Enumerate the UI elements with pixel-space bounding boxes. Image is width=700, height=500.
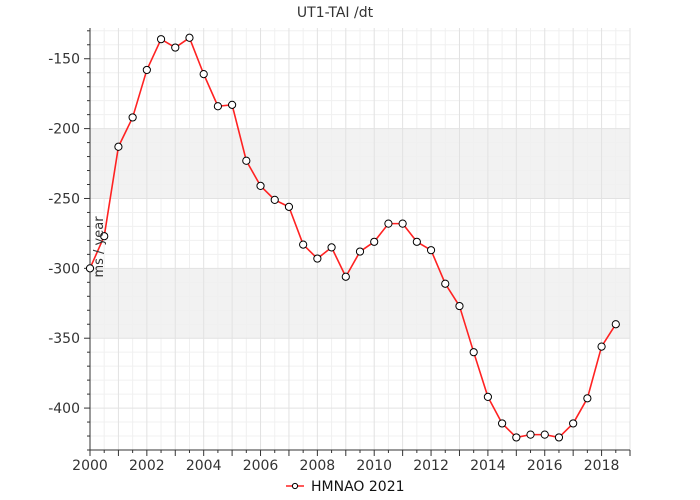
data-point [554,433,564,442]
data-point [583,394,592,403]
chart-series [85,33,620,442]
data-point [426,246,436,255]
y-tick-label: -400 [48,401,80,417]
chart-grid [89,28,631,451]
data-point [569,419,578,428]
data-point [398,219,407,228]
y-tick-label: -350 [48,331,80,347]
y-tick-label: -150 [48,52,80,68]
data-point [142,65,151,75]
data-point [284,202,294,211]
legend-entry-hmnao-2021: HMNAO 2021 [311,479,405,495]
data-point [242,156,251,165]
data-point [213,102,222,111]
legend-marker-swatch [291,482,299,490]
data-point [370,237,379,246]
data-point [128,113,137,122]
data-point [100,232,109,241]
data-point [228,100,237,109]
data-point [171,43,180,52]
data-point [270,195,279,204]
data-point [441,279,450,288]
data-point [384,219,393,228]
x-tick-label: 2010 [356,458,392,474]
data-point [199,70,208,79]
y-tick-label: -200 [48,122,80,138]
chart-title: UT1-TAI /dt [297,5,374,21]
data-point [611,320,620,329]
data-point [469,348,478,357]
data-point [327,243,336,252]
data-point [455,301,464,311]
data-point [597,342,606,351]
y-tick-label: -300 [48,261,80,277]
data-point [341,272,350,281]
x-tick-label: 2012 [413,458,449,474]
x-tick-label: 2002 [129,458,165,474]
x-tick-label: 2008 [300,458,336,474]
data-point [313,254,322,263]
data-point [512,433,521,442]
chart-axes: 2000 2002 2004 2006 2008 2010 2012 2014 2016 2018… [48,28,631,474]
data-point [412,237,421,246]
x-tick-label: 2000 [72,458,108,474]
x-tick-label: 2018 [584,458,620,474]
data-point [355,247,365,256]
data-point [185,33,194,42]
x-tick-label: 2006 [243,458,279,474]
series-line-0 [89,36,617,439]
data-point [498,419,507,428]
data-point [526,430,535,439]
data-point [156,35,166,44]
data-point [483,392,492,402]
data-point [114,142,123,151]
data-point [85,264,95,273]
x-tick-label: 2014 [470,458,506,474]
data-point [256,181,265,191]
data-point [540,430,549,439]
data-point [299,240,308,249]
x-tick-label: 2004 [186,458,222,474]
legend: HMNAO 2021 [286,479,405,495]
x-tick-label: 2016 [527,458,563,474]
y-tick-label: -250 [48,191,80,207]
y-axis-label: ms / year [92,216,107,278]
